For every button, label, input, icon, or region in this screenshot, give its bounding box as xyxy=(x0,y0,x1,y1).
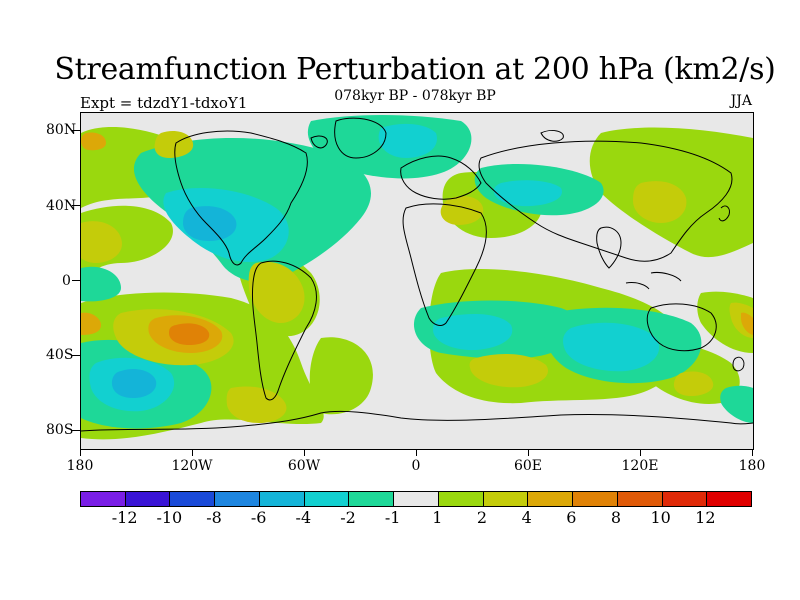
colorbar-label: -8 xyxy=(206,508,222,527)
plot-subtitle: 078kyr BP - 078kyr BP xyxy=(334,88,496,104)
lat-tick xyxy=(72,205,80,206)
lon-tick xyxy=(640,449,641,456)
lon-label: 60E xyxy=(513,458,543,474)
colorbar-label: 8 xyxy=(610,508,622,527)
colorbar-label: 2 xyxy=(476,508,488,527)
lon-label: 120E xyxy=(621,458,659,474)
lat-tick xyxy=(72,280,80,281)
colorbar-swatch xyxy=(483,492,529,506)
colorbar-swatch xyxy=(259,492,305,506)
map-panel xyxy=(80,112,754,450)
fill-positive-4 xyxy=(169,323,210,345)
lon-label: 180 xyxy=(66,458,94,474)
lat-label: 40S xyxy=(46,347,74,363)
lon-tick xyxy=(304,449,305,456)
colorbar-label: -12 xyxy=(111,508,138,527)
colorbar-swatch xyxy=(707,492,752,506)
lon-tick xyxy=(192,449,193,456)
colorbar-label: -2 xyxy=(340,508,356,527)
lon-tick xyxy=(80,449,81,456)
lat-label: 80N xyxy=(46,122,77,138)
lat-label: 80S xyxy=(46,422,74,438)
colorbar-swatch xyxy=(617,492,663,506)
fill-negative-3 xyxy=(111,206,237,398)
colorbar-label: 4 xyxy=(521,508,532,527)
lon-label: 120W xyxy=(171,458,213,474)
lat-tick xyxy=(72,430,80,431)
lat-tick xyxy=(72,130,80,131)
colorbar-label: 6 xyxy=(566,508,577,527)
experiment-label: Expt = tdzdY1-tdxoY1 xyxy=(80,94,248,112)
lon-label: 180 xyxy=(738,458,766,474)
coastlines xyxy=(81,117,753,432)
season-label: JJA xyxy=(730,93,752,109)
lon-tick xyxy=(528,449,529,456)
colorbar-swatch xyxy=(304,492,350,506)
colorbar-swatch xyxy=(573,492,618,506)
lat-tick xyxy=(72,355,80,356)
colorbar-swatch xyxy=(215,492,260,506)
colorbar-swatch xyxy=(438,492,484,506)
colorbar-label: 1 xyxy=(432,508,443,527)
colorbar-label: -4 xyxy=(295,508,312,527)
plot-title: Streamfunction Perturbation at 200 hPa (… xyxy=(54,52,776,87)
lon-tick xyxy=(416,449,417,456)
colorbar-swatch xyxy=(125,492,171,506)
lon-tick xyxy=(752,449,753,456)
colorbar-label: 12 xyxy=(695,508,716,527)
colorbar xyxy=(80,491,752,507)
lon-label: 60W xyxy=(287,458,321,474)
colorbar-swatch xyxy=(662,492,708,506)
colorbar-label: 10 xyxy=(650,508,671,527)
colorbar-swatch xyxy=(394,492,439,506)
colorbar-label: -1 xyxy=(384,508,401,527)
colorbar-label: -10 xyxy=(156,508,183,527)
contour-field xyxy=(81,115,753,440)
colorbar-label: -6 xyxy=(250,508,267,527)
colorbar-swatch xyxy=(170,492,216,506)
lon-label: 0 xyxy=(411,458,421,474)
lat-label: 40N xyxy=(46,198,77,214)
lat-label: 0 xyxy=(62,273,71,289)
colorbar-swatch xyxy=(528,492,574,506)
colorbar-swatch xyxy=(81,492,126,506)
colorbar-swatch xyxy=(349,492,395,506)
